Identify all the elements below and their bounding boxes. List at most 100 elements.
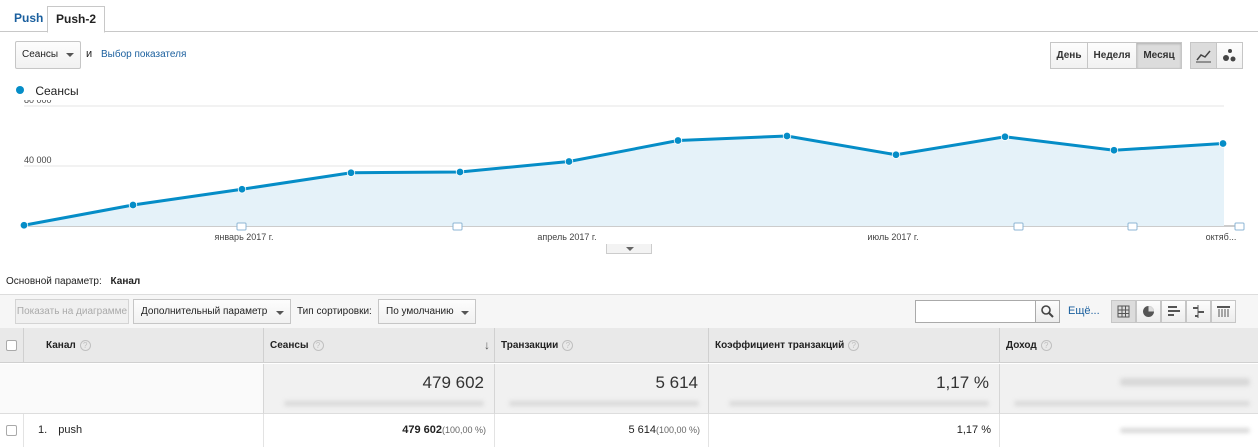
annotation-icon[interactable] (236, 222, 247, 231)
secondary-dimension-label: Дополнительный параметр (141, 306, 268, 317)
row-channel-link[interactable]: push (58, 424, 83, 436)
select-all-cell (0, 328, 24, 363)
plot-rows-button[interactable]: Показать на диаграмме (15, 299, 129, 324)
x-tick-label: июль 2017 г. (867, 232, 918, 242)
data-point[interactable] (19, 221, 29, 230)
column-header-label: Доход (1006, 340, 1037, 351)
period-month-button[interactable]: Месяц (1136, 42, 1182, 69)
chart-collapse-handle[interactable] (606, 244, 652, 254)
metric-select[interactable]: Сеансы (15, 41, 81, 69)
data-point[interactable] (782, 131, 792, 141)
data-point[interactable] (891, 150, 901, 159)
report-tabs: Push Push-2 (0, 0, 1258, 33)
performance-view-button[interactable] (1161, 300, 1186, 323)
comparison-view-button[interactable] (1186, 300, 1211, 323)
totals-rate: 1,17 % (936, 373, 989, 392)
totals-sessions: 479 602 (422, 373, 484, 392)
y-tick-label: 40 000 (24, 155, 52, 165)
data-point[interactable] (346, 168, 356, 177)
help-icon[interactable]: ? (312, 340, 324, 351)
sort-type-select[interactable]: По умолчанию (378, 299, 476, 324)
pie-view-button[interactable] (1136, 300, 1161, 323)
secondary-dimension-select[interactable]: Дополнительный параметр (133, 299, 291, 324)
help-icon[interactable]: ? (1040, 340, 1052, 351)
data-point[interactable] (455, 167, 465, 177)
row-rate: 1,17 % (956, 424, 991, 436)
row-sessions-cell: 479 602(100,00 %) (264, 414, 495, 447)
redacted-text (1014, 401, 1250, 406)
data-point[interactable] (564, 157, 574, 166)
metric-select-label: Сеансы (22, 49, 59, 60)
data-point[interactable] (128, 200, 138, 210)
line-chart-button[interactable] (1190, 42, 1217, 69)
totals-label-cell (0, 364, 264, 414)
annotation-icon[interactable] (1234, 222, 1245, 231)
row-transactions-cell: 5 614(100,00 %) (495, 414, 709, 447)
select-metric-link[interactable]: Выбор показателя (101, 49, 187, 60)
row-transactions-pct: (100,00 %) (655, 425, 700, 435)
primary-dimension: Основной параметр: Канал (6, 276, 140, 287)
row-revenue-cell (1000, 414, 1258, 447)
advanced-filter-link[interactable]: Ещё... (1068, 305, 1100, 317)
row-sessions: 479 602 (402, 424, 442, 436)
table-view-button[interactable] (1111, 300, 1136, 323)
annotation-icon[interactable] (452, 222, 463, 231)
table-search-input[interactable] (915, 300, 1036, 323)
sessions-chart: 80 000 40 000 январь 2017 г. апрель 2017 г.… (19, 100, 1245, 242)
grid-icon (1117, 305, 1130, 318)
row-rate-cell: 1,17 % (709, 414, 1000, 447)
motion-chart-icon (1223, 49, 1236, 62)
data-point[interactable] (1109, 146, 1119, 155)
pivot-view-button[interactable] (1211, 300, 1236, 323)
and-text: и (86, 48, 93, 60)
primary-dimension-value[interactable]: Канал (110, 276, 141, 287)
annotation-icon[interactable] (1127, 222, 1138, 231)
help-icon[interactable]: ? (562, 340, 574, 351)
select-all-checkbox[interactable] (6, 340, 17, 351)
pivot-icon (1217, 306, 1230, 317)
chart-legend: Сеансы (16, 84, 79, 98)
column-header-channel[interactable]: Канал? (24, 328, 264, 363)
redacted-text (1120, 378, 1250, 386)
table-row (0, 414, 24, 447)
data-point[interactable] (673, 136, 683, 145)
column-header-conversion-rate[interactable]: Коэффициент транзакций? (709, 328, 1000, 363)
bar-chart-icon (1168, 306, 1180, 316)
tab-push-2[interactable]: Push-2 (47, 6, 106, 33)
y-tick-label: 80 000 (24, 100, 52, 105)
sort-type-label: Тип сортировки: (297, 306, 372, 317)
data-point[interactable] (1218, 139, 1228, 148)
help-icon[interactable]: ? (848, 340, 860, 351)
sort-type-value: По умолчанию (386, 306, 454, 317)
totals-transactions-cell: 5 614 (495, 364, 709, 414)
row-checkbox[interactable] (6, 425, 17, 436)
row-transactions: 5 614 (628, 424, 656, 436)
x-tick-label: октяб... (1206, 232, 1237, 242)
data-point[interactable] (1000, 132, 1010, 141)
chevron-down-icon (66, 53, 74, 57)
column-header-sessions[interactable]: Сеансы? ↓ (264, 328, 495, 363)
help-icon[interactable]: ? (79, 340, 91, 351)
redacted-text (1120, 428, 1250, 433)
column-header-label: Сеансы (270, 340, 309, 351)
column-header-label: Коэффициент транзакций (715, 340, 845, 351)
motion-chart-button[interactable] (1216, 42, 1243, 69)
column-header-revenue[interactable]: Доход? (1000, 328, 1258, 363)
totals-rate-cell: 1,17 % (709, 364, 1000, 414)
column-header-label: Транзакции (501, 340, 559, 351)
redacted-text (729, 401, 989, 406)
tab-push[interactable]: Push (14, 11, 44, 25)
comparison-icon (1193, 305, 1204, 318)
x-tick-label: январь 2017 г. (215, 232, 274, 242)
row-index: 1. (38, 424, 48, 436)
line-chart-icon (1196, 50, 1211, 63)
data-point[interactable] (237, 185, 247, 194)
period-week-button[interactable]: Неделя (1087, 42, 1137, 69)
x-tick-label: апрель 2017 г. (537, 232, 596, 242)
chevron-down-icon (461, 311, 469, 315)
annotation-icon[interactable] (1013, 222, 1024, 231)
period-day-button[interactable]: День (1050, 42, 1088, 69)
legend-dot-icon (16, 86, 24, 94)
column-header-transactions[interactable]: Транзакции? (495, 328, 709, 363)
search-button[interactable] (1035, 300, 1060, 323)
